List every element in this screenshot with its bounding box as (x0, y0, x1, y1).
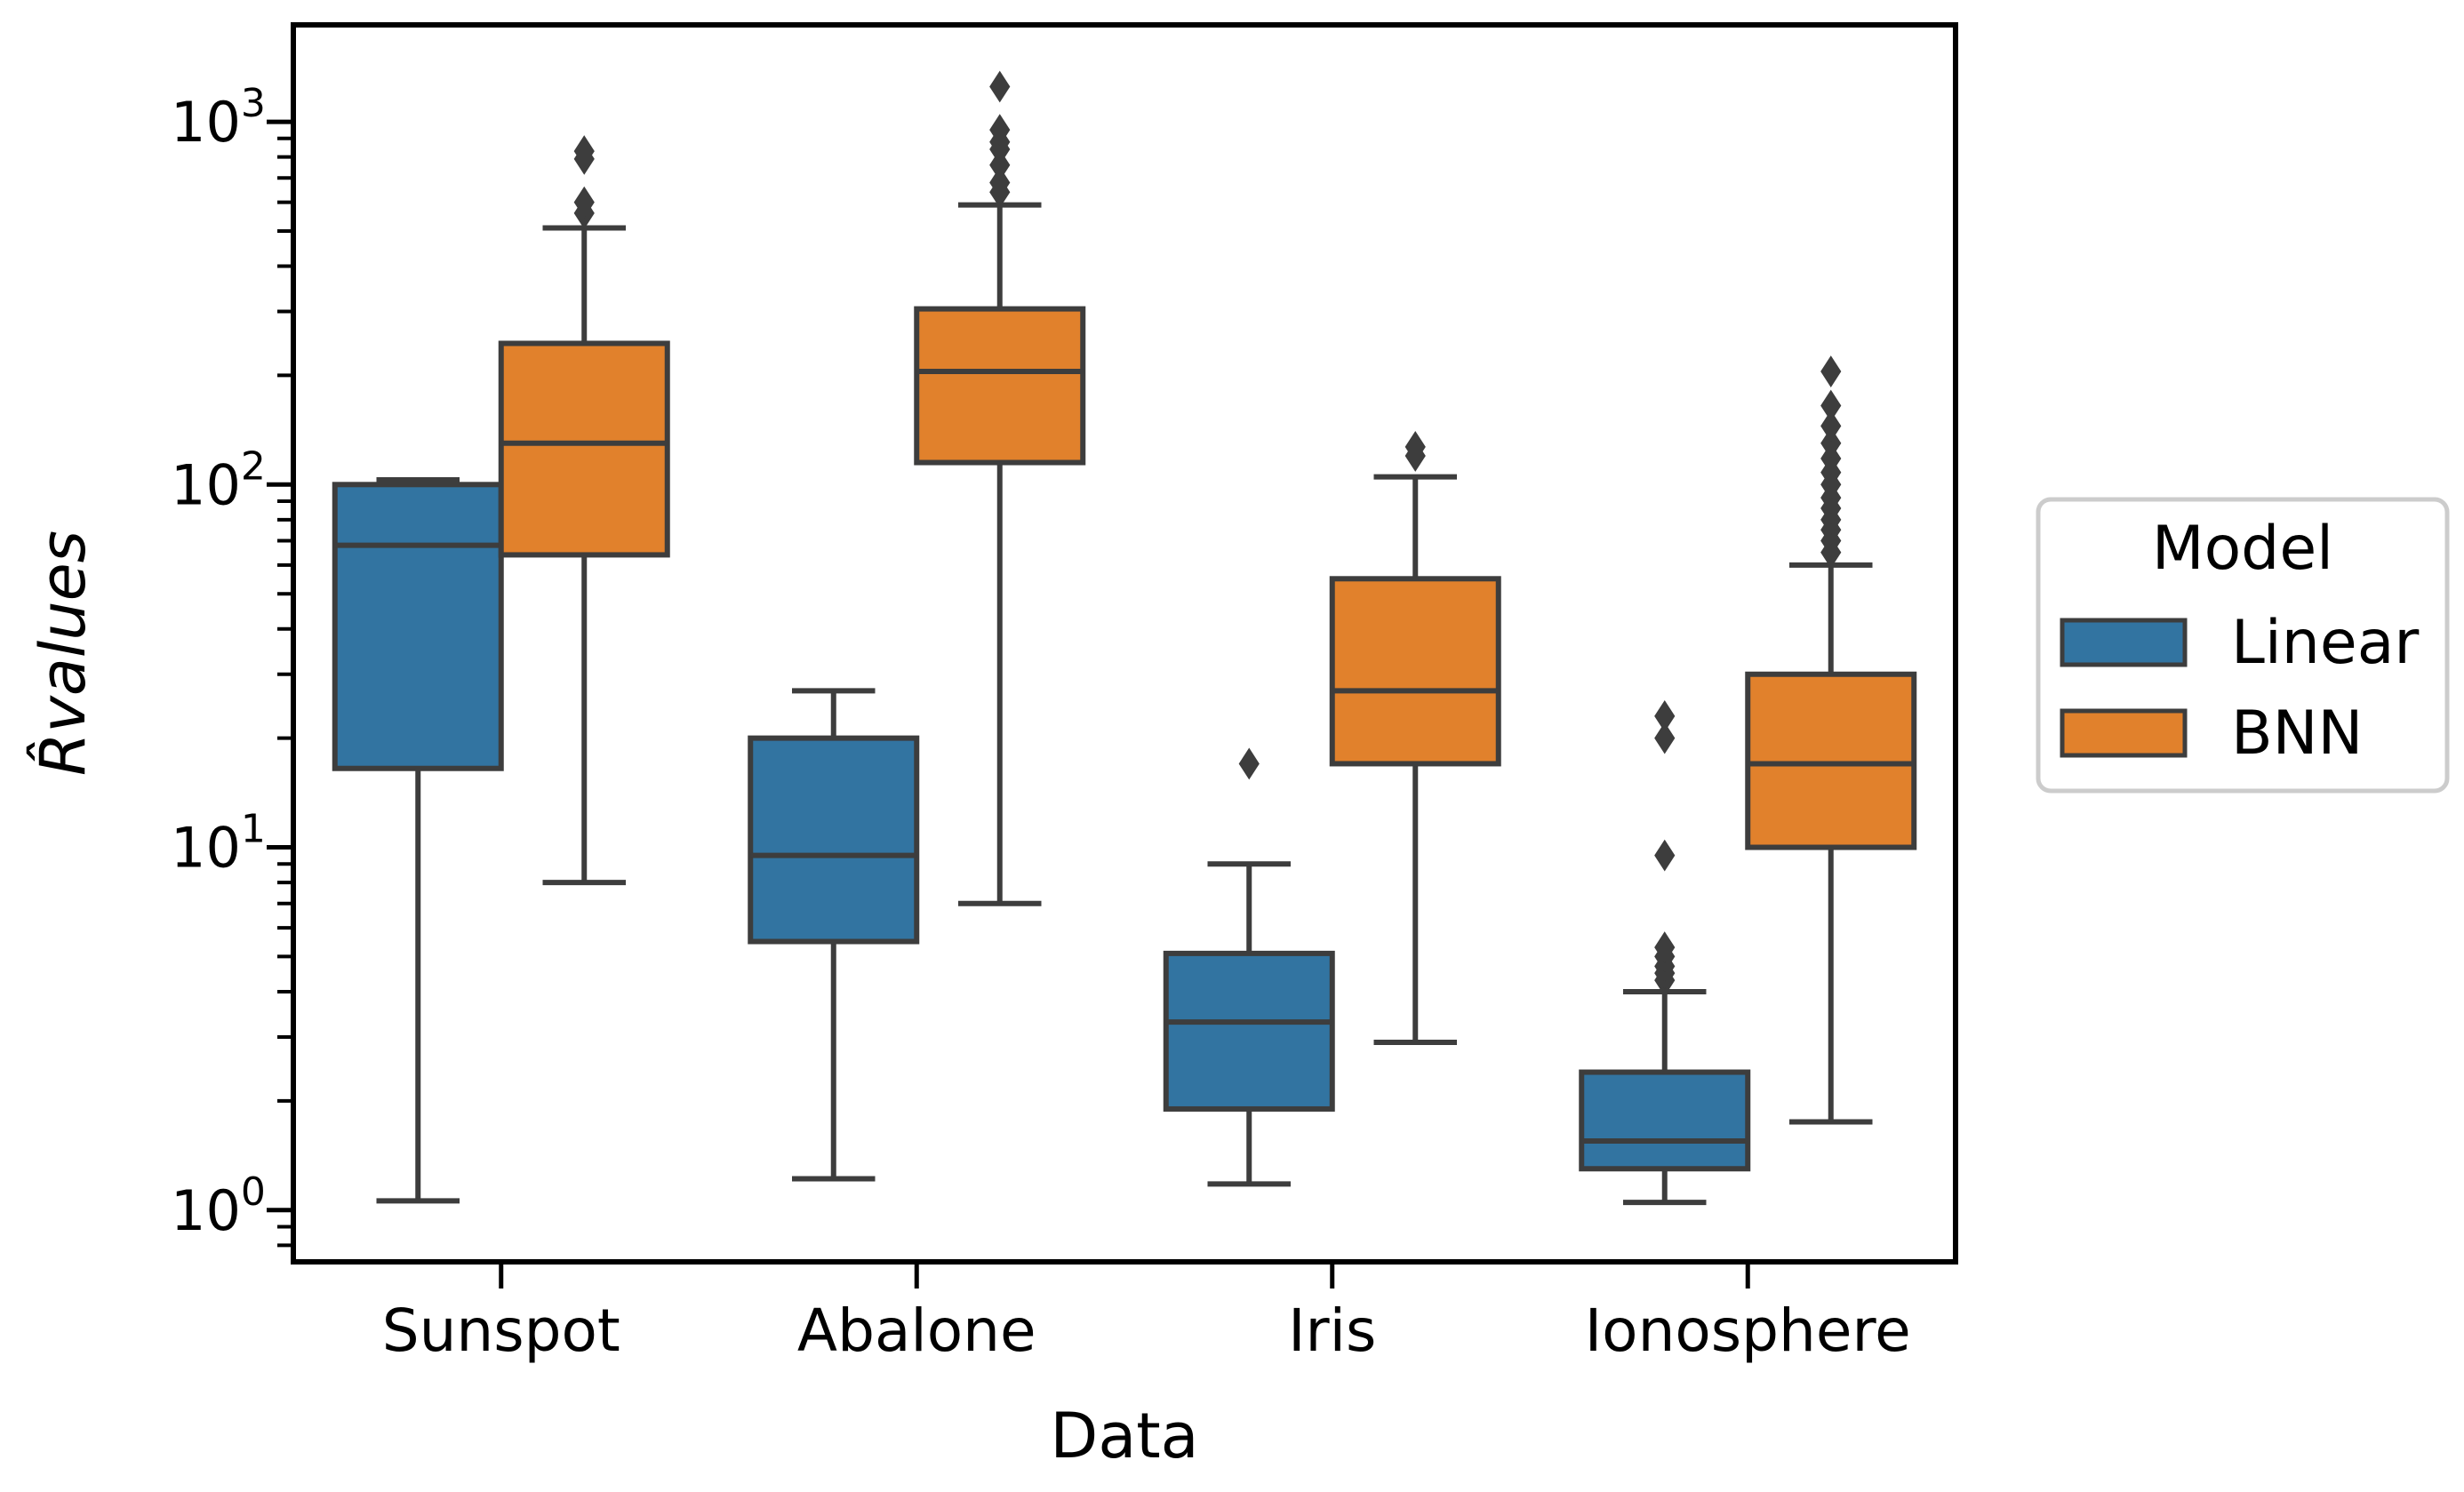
outlier-point (989, 70, 1011, 103)
y-axis-label: R̂values (27, 531, 100, 776)
box-bnn-iris (1329, 431, 1501, 1045)
outlier-point (989, 166, 1011, 199)
legend-swatch-bnn (2060, 708, 2188, 758)
outlier-point (573, 186, 595, 219)
box-bnn-ionosphere (1745, 355, 1917, 1125)
legend-label-bnn: BNN (2231, 698, 2363, 769)
legend-title: Model (2152, 514, 2333, 584)
y-tick-base: 10 (171, 816, 241, 881)
legend-label-linear: Linear (2231, 608, 2419, 678)
x-tick-label-iris: Iris (1288, 1297, 1376, 1365)
y-tick-base: 10 (171, 90, 241, 155)
outlier-point (1654, 839, 1676, 872)
outlier-point (1820, 389, 1842, 422)
y-tick-exponent: 3 (241, 81, 266, 126)
outlier-point (1820, 355, 1842, 387)
box-bnn-abalone (914, 70, 1086, 906)
plot-frame (291, 22, 1958, 1265)
iqr-box (332, 482, 504, 771)
iqr-box (1579, 1069, 1751, 1172)
iqr-box (1745, 671, 1917, 850)
x-tick-label-abalone: Abalone (797, 1297, 1036, 1365)
legend-swatch-linear (2060, 618, 2188, 667)
iqr-box (1329, 576, 1501, 767)
x-tick-label-ionosphere: Ionosphere (1585, 1297, 1911, 1365)
y-tick-label-10: 101 (171, 807, 266, 881)
outlier-point (1654, 699, 1676, 732)
y-tick-label-1: 100 (171, 1169, 266, 1243)
box-linear-ionosphere (1579, 699, 1751, 1206)
x-tick-label-sunspot: Sunspot (382, 1297, 620, 1365)
y-tick-exponent: 2 (241, 443, 266, 489)
outlier-point (1404, 431, 1426, 463)
iqr-box (748, 735, 920, 945)
box-linear-sunspot (332, 477, 504, 1204)
iqr-box (498, 340, 670, 558)
outlier-point (1238, 747, 1260, 780)
outlier-point (1654, 931, 1676, 964)
box-bnn-sunspot (498, 135, 670, 886)
y-tick-exponent: 0 (241, 1169, 266, 1215)
outlier-point (573, 135, 595, 168)
box-linear-abalone (748, 688, 920, 1182)
box-linear-iris (1163, 747, 1335, 1187)
legend: Model Linear BNN (2036, 497, 2450, 794)
outlier-point (989, 114, 1011, 147)
outlier-point (1654, 722, 1676, 754)
y-tick-label-100: 102 (171, 443, 266, 517)
outlier-point (1820, 410, 1842, 443)
y-tick-base: 10 (171, 452, 241, 517)
y-tick-base: 10 (171, 1178, 241, 1243)
x-axis-label: Data (1050, 1400, 1198, 1472)
outlier-point (1820, 427, 1842, 459)
iqr-box (914, 306, 1086, 466)
y-tick-exponent: 1 (241, 807, 266, 852)
y-tick-label-1000: 103 (171, 81, 266, 155)
iqr-box (1163, 950, 1335, 1112)
